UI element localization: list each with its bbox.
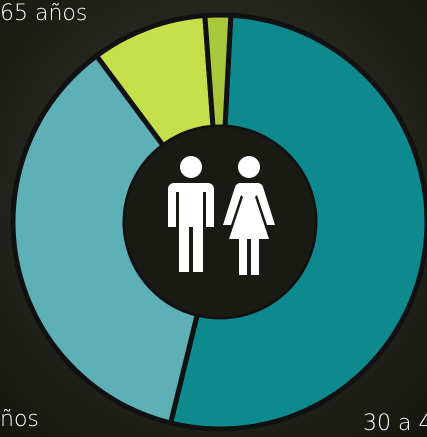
slice-label: ños xyxy=(0,407,39,432)
slice-label: 30 a 4 xyxy=(363,411,427,436)
center-hole xyxy=(125,127,315,317)
slice-label: 65 años xyxy=(0,1,87,26)
people-icon xyxy=(168,156,275,275)
